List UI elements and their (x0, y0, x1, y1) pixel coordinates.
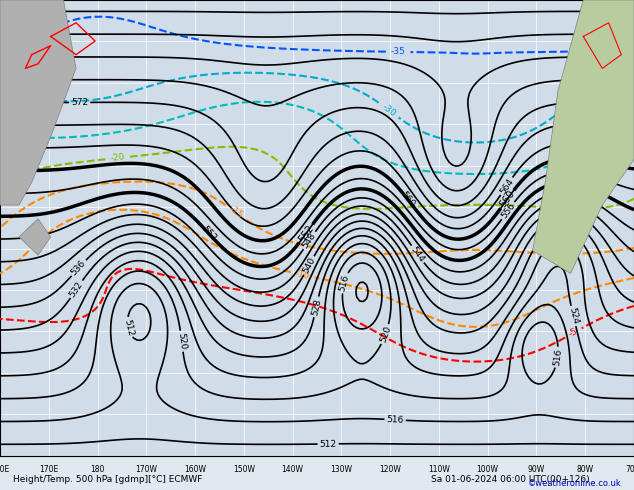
Text: 150W: 150W (233, 465, 255, 474)
Text: -15: -15 (227, 204, 244, 220)
Text: 130W: 130W (330, 465, 353, 474)
Text: ©weatheronline.co.uk: ©weatheronline.co.uk (527, 479, 621, 488)
Text: 516: 516 (386, 415, 404, 425)
Text: 170W: 170W (135, 465, 157, 474)
Text: 120W: 120W (379, 465, 401, 474)
Text: 540: 540 (301, 256, 317, 275)
Text: 560: 560 (399, 190, 417, 209)
Text: -25: -25 (590, 129, 607, 146)
Text: 588: 588 (17, 7, 34, 16)
Polygon shape (19, 219, 51, 255)
Text: -5: -5 (567, 327, 579, 339)
Text: 80W: 80W (577, 465, 594, 474)
Text: 552: 552 (297, 223, 316, 244)
Text: -20: -20 (110, 153, 126, 163)
Text: 524: 524 (567, 307, 579, 325)
Text: 170E: 170E (39, 465, 58, 474)
Polygon shape (0, 0, 76, 205)
Text: 100W: 100W (477, 465, 499, 474)
Text: 190E: 190E (0, 465, 10, 474)
Text: 140W: 140W (281, 465, 304, 474)
Text: -30: -30 (380, 102, 398, 118)
Text: 520: 520 (176, 332, 187, 350)
Text: -10: -10 (295, 269, 311, 281)
Text: 560: 560 (498, 189, 517, 210)
Text: 516: 516 (552, 348, 563, 367)
Text: Height/Temp. 500 hPa [gdmp][°C] ECMWF: Height/Temp. 500 hPa [gdmp][°C] ECMWF (13, 475, 202, 484)
Text: 556: 556 (499, 201, 517, 220)
Text: 180: 180 (91, 465, 105, 474)
Text: 568: 568 (17, 121, 34, 130)
Text: 512: 512 (122, 318, 134, 337)
Text: 564: 564 (498, 176, 515, 196)
Text: 516: 516 (337, 273, 351, 293)
Text: 572: 572 (71, 98, 88, 107)
Text: 584: 584 (17, 30, 34, 39)
Text: 552: 552 (200, 224, 218, 243)
Text: -35: -35 (391, 47, 406, 56)
Text: 110W: 110W (428, 465, 450, 474)
Text: 528: 528 (310, 297, 323, 316)
Text: 512: 512 (320, 440, 337, 448)
Text: 548: 548 (301, 231, 318, 250)
Text: Sa 01-06-2024 06:00 UTC(00+126): Sa 01-06-2024 06:00 UTC(00+126) (431, 475, 590, 484)
Text: 544: 544 (409, 245, 426, 264)
Text: 70W: 70W (625, 465, 634, 474)
Polygon shape (533, 0, 634, 273)
Text: 160W: 160W (184, 465, 206, 474)
Text: 536: 536 (70, 259, 87, 277)
Text: 532: 532 (68, 280, 85, 299)
Text: 580: 580 (17, 52, 34, 61)
Text: 520: 520 (378, 325, 392, 344)
Text: 576: 576 (17, 75, 34, 84)
Text: 90W: 90W (528, 465, 545, 474)
